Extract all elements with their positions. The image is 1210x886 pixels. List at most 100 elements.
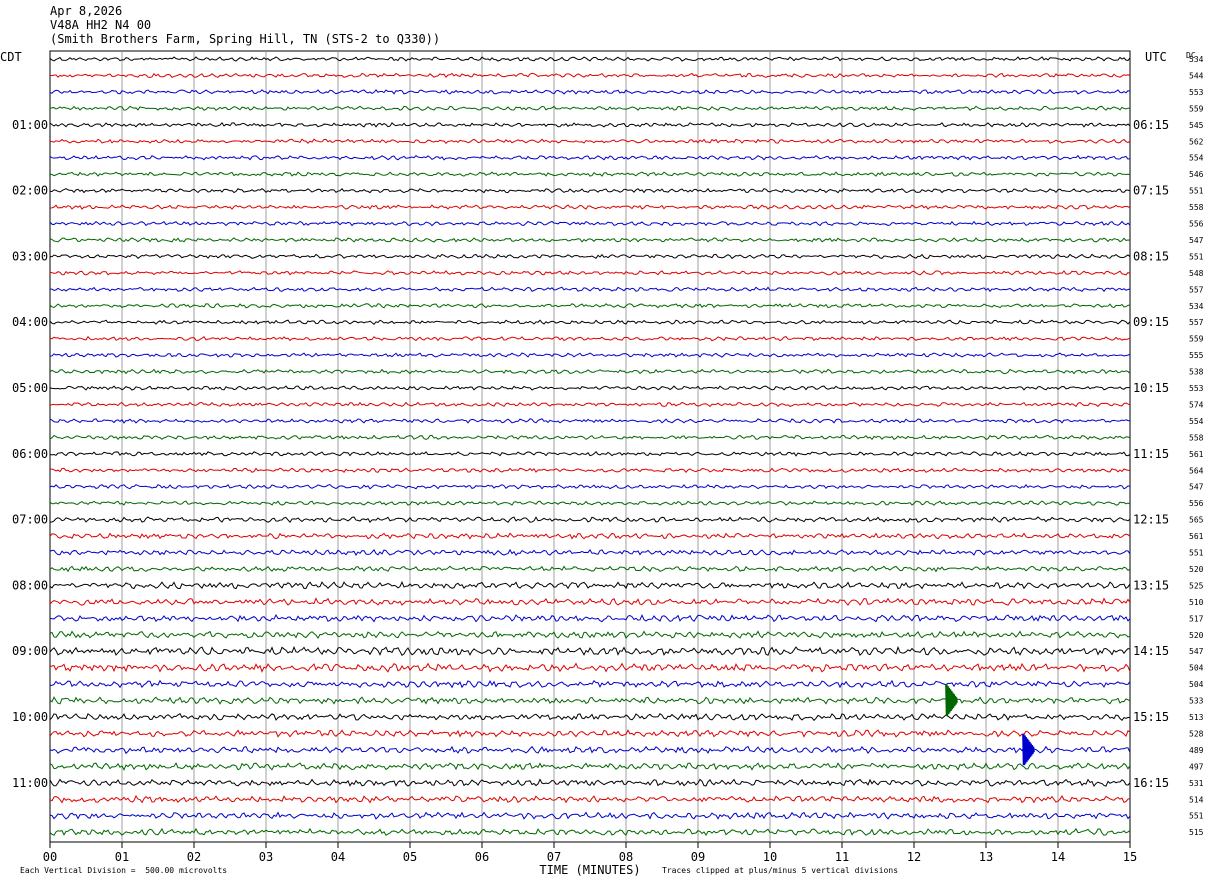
trace-line — [49, 138, 1131, 144]
trace-line — [49, 712, 1131, 722]
cdt-time-label: 05:00 — [12, 381, 48, 395]
dc-offset-label: 497 — [1189, 762, 1204, 771]
trace-line — [49, 237, 1131, 243]
dc-offset-label: 574 — [1189, 400, 1204, 409]
footer-clip: Traces clipped at plus/minus 5 vertical … — [662, 866, 899, 875]
cdt-axis-label: CDT — [0, 50, 22, 64]
utc-time-label: 14:15 — [1133, 644, 1169, 658]
trace-line — [49, 286, 1131, 293]
trace-line — [49, 122, 1131, 128]
trace-line — [49, 385, 1131, 391]
utc-time-label: 09:15 — [1133, 315, 1169, 329]
trace-line — [49, 368, 1131, 375]
trace-line — [49, 434, 1131, 441]
dc-offset-label: 556 — [1189, 220, 1204, 229]
trace-line — [49, 401, 1131, 408]
trace-line — [49, 811, 1131, 820]
cdt-time-label: 04:00 — [12, 315, 48, 329]
dc-offset-label: 556 — [1189, 499, 1204, 508]
dc-offset-label: 564 — [1189, 466, 1204, 475]
utc-time-label: 10:15 — [1133, 381, 1169, 395]
utc-time-label: 08:15 — [1133, 249, 1169, 263]
trace-line — [49, 56, 1131, 62]
dc-offset-label: 520 — [1189, 631, 1204, 640]
channel-id: V48A HH2 N4 00 — [50, 18, 152, 32]
trace-line — [49, 613, 1131, 623]
x-tick-label: 00 — [43, 850, 57, 864]
trace-line — [49, 745, 1131, 755]
footer-scale: Each Vertical Division = 500.00 microvol… — [20, 866, 228, 875]
trace-line — [49, 597, 1131, 606]
cdt-time-label: 09:00 — [12, 644, 48, 658]
dc-offset-label: 504 — [1189, 680, 1204, 689]
dc-offset-label: 555 — [1189, 351, 1204, 360]
x-tick-label: 03 — [259, 850, 273, 864]
dc-offset-label: 504 — [1189, 664, 1204, 673]
utc-time-label: 16:15 — [1133, 776, 1169, 790]
dc-offset-label: 565 — [1189, 516, 1204, 525]
trace-line — [49, 645, 1131, 657]
trace-line — [49, 483, 1131, 490]
dc-offset-label: 547 — [1189, 483, 1204, 492]
dc-offset-label: 547 — [1189, 236, 1204, 245]
trace-line — [49, 500, 1131, 506]
dc-offset-label: 558 — [1189, 203, 1204, 212]
trace-line — [49, 630, 1131, 639]
plot-date: Apr 8,2026 — [50, 4, 123, 18]
x-tick-label: 09 — [691, 850, 705, 864]
trace-line — [49, 762, 1131, 771]
x-axis-title: TIME (MINUTES) — [539, 863, 640, 877]
dc-offset-label: 561 — [1189, 532, 1204, 541]
trace-line — [49, 335, 1131, 342]
dc-offset-label: 561 — [1189, 450, 1204, 459]
trace-line — [49, 729, 1131, 738]
trace-line — [49, 105, 1131, 111]
trace-line — [49, 171, 1131, 177]
dc-offset-label: 559 — [1189, 104, 1204, 113]
x-tick-label: 07 — [547, 850, 561, 864]
utc-axis-label: UTC — [1145, 50, 1167, 64]
x-tick-label: 15 — [1123, 850, 1137, 864]
cdt-time-label: 11:00 — [12, 776, 48, 790]
cdt-time-label: 02:00 — [12, 184, 48, 198]
utc-time-label: 11:15 — [1133, 447, 1169, 461]
trace-line — [49, 253, 1131, 260]
trace-line — [49, 532, 1131, 540]
dc-offset-label: 528 — [1189, 729, 1204, 738]
trace-line — [49, 319, 1131, 325]
x-tick-label: 05 — [403, 850, 417, 864]
trace-line — [49, 565, 1131, 573]
trace-line — [49, 187, 1131, 194]
cdt-time-label: 08:00 — [12, 578, 48, 592]
cdt-time-label: 06:00 — [12, 447, 48, 461]
trace-line — [49, 662, 1131, 673]
trace-line — [49, 451, 1131, 457]
dc-offset-label: 546 — [1189, 170, 1204, 179]
utc-time-label: 15:15 — [1133, 710, 1169, 724]
dc-offset-label: 548 — [1189, 269, 1204, 278]
x-tick-label: 11 — [835, 850, 849, 864]
trace-line — [49, 220, 1131, 227]
x-tick-label: 10 — [763, 850, 777, 864]
trace-line — [49, 679, 1131, 689]
event-spike — [945, 684, 958, 716]
dc-offset-label: 557 — [1189, 285, 1204, 294]
event-spike — [1022, 733, 1035, 766]
x-tick-label: 12 — [907, 850, 921, 864]
x-tick-label: 02 — [187, 850, 201, 864]
dc-offset-label: 514 — [1189, 795, 1204, 804]
cdt-time-label: 03:00 — [12, 249, 48, 263]
dc-offset-label: 554 — [1189, 417, 1204, 426]
x-tick-label: 06 — [475, 850, 489, 864]
dc-offset-label: 533 — [1189, 697, 1204, 706]
trace-line — [49, 72, 1131, 79]
dc-offset-label: 517 — [1189, 614, 1204, 623]
trace-line — [49, 352, 1131, 358]
utc-time-label: 12:15 — [1133, 513, 1169, 527]
dc-offset-label: 551 — [1189, 812, 1204, 821]
trace-line — [49, 154, 1131, 161]
trace-line — [49, 418, 1131, 424]
dc-offset-label: 510 — [1189, 598, 1204, 607]
dc-offset-label: 520 — [1189, 565, 1204, 574]
x-tick-label: 08 — [619, 850, 633, 864]
